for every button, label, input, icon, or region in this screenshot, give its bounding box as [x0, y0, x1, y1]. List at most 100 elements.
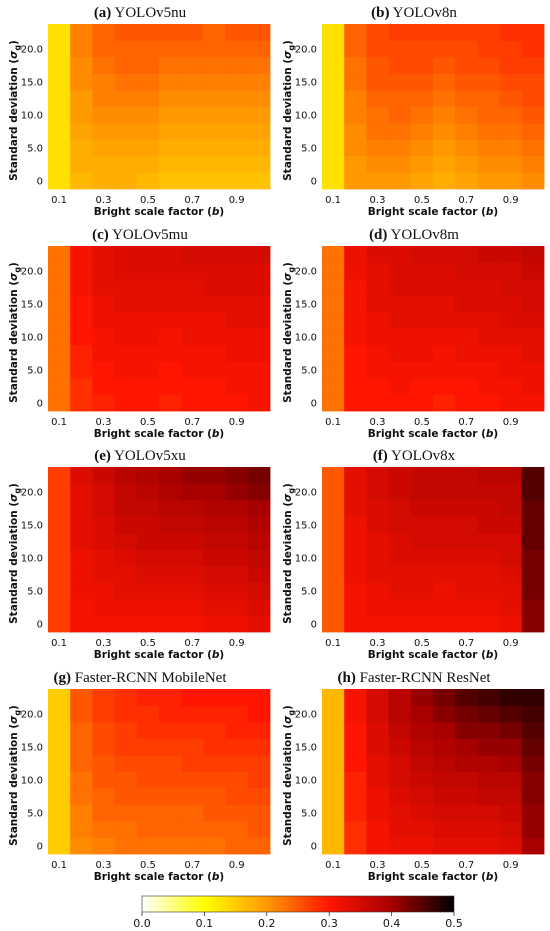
- heatmap-cell: [203, 500, 226, 517]
- heatmap-cell: [388, 771, 412, 789]
- heatmap-cell: [181, 771, 204, 789]
- heatmap-cell: [366, 837, 389, 855]
- x-axis-label-variable: b: [486, 871, 494, 883]
- x-tick-label: 0.3: [370, 195, 386, 206]
- heatmap-cell: [455, 771, 478, 789]
- heatmap-cell: [388, 246, 412, 263]
- panel-title: (a) YOLOv5nu: [94, 5, 187, 21]
- heatmap-cell: [92, 394, 115, 412]
- heatmap-cell: [322, 40, 345, 58]
- heatmap-cell: [366, 394, 389, 412]
- heatmap-cell: [344, 837, 367, 855]
- heatmap-cell: [455, 467, 478, 484]
- y-axis-label-close: ): [282, 705, 294, 710]
- heatmap-cell: [433, 533, 456, 550]
- heatmap-cell: [92, 106, 115, 124]
- x-tick-label: 0.7: [184, 417, 200, 428]
- heatmap-cell: [159, 172, 182, 190]
- heatmap-cell: [225, 312, 249, 329]
- heatmap-cell: [203, 483, 226, 501]
- heatmap-cell: [455, 139, 478, 157]
- heatmap-cell: [159, 689, 182, 706]
- heatmap-cell: [433, 262, 456, 280]
- heatmap-cell: [181, 156, 204, 173]
- heatmap-cell: [203, 172, 226, 190]
- heatmap-cell: [70, 483, 93, 501]
- heatmap-cell: [322, 804, 345, 822]
- heatmap-cell: [410, 755, 434, 772]
- heatmap-cell: [70, 599, 93, 616]
- x-axis-label: Bright scale factor (b): [368, 428, 498, 440]
- panel-letter: (b): [371, 5, 389, 21]
- heatmap-cell: [388, 821, 412, 838]
- heatmap-cell: [70, 328, 93, 346]
- heatmap-cell: [136, 755, 160, 772]
- heatmap-cell: [410, 106, 434, 124]
- heatmap-cell: [433, 738, 456, 756]
- heatmap-cell: [455, 689, 478, 706]
- heatmap-cell: [433, 804, 456, 822]
- heatmap-cell: [477, 755, 500, 772]
- heatmap-cell: [499, 615, 523, 633]
- heatmap-cell: [521, 771, 545, 789]
- y-tick-label: 5.0: [301, 808, 317, 819]
- x-tick-label: 0.1: [325, 860, 341, 871]
- heatmap-cell: [322, 73, 345, 91]
- heatmap-cell: [48, 771, 71, 789]
- heatmap-cell: [344, 549, 367, 567]
- heatmap-cell: [366, 788, 389, 805]
- y-axis-label-text: Standard deviation (: [8, 724, 20, 846]
- heatmap-cell: [70, 467, 93, 484]
- x-axis-label-text: Bright scale factor (: [94, 206, 212, 218]
- heatmap-cell: [225, 483, 249, 501]
- y-axis-label: Standard deviation (σg): [282, 705, 296, 846]
- heatmap-cell: [477, 566, 500, 583]
- heatmap-cell: [322, 467, 345, 484]
- heatmap-cell: [136, 394, 160, 412]
- heatmap-cell: [344, 123, 367, 140]
- heatmap-cell: [247, 483, 271, 501]
- heatmap-cell: [181, 378, 204, 395]
- heatmap-cell: [225, 837, 249, 855]
- heatmap-cell: [181, 328, 204, 346]
- heatmap-cell: [366, 689, 389, 706]
- x-axis-label-variable: b: [486, 428, 494, 440]
- heatmap-cell: [114, 40, 138, 58]
- heatmap-cell: [181, 361, 204, 379]
- heatmap-cell: [48, 394, 71, 412]
- heatmap-cell: [344, 40, 367, 58]
- heatmap-cell: [433, 599, 456, 616]
- heatmap-cell: [499, 24, 523, 41]
- heatmap-cell: [136, 73, 160, 91]
- heatmap-cell: [92, 345, 115, 362]
- heatmap-cell: [322, 599, 345, 616]
- y-tick-label: 10.0: [295, 553, 317, 564]
- heatmap-cell: [366, 771, 389, 789]
- heatmap-cell: [433, 394, 456, 412]
- heatmap-cell: [247, 549, 271, 567]
- heatmap-cell: [344, 345, 367, 362]
- heatmap-cell: [366, 755, 389, 772]
- heatmap-cell: [247, 467, 271, 484]
- heatmap-cell: [344, 582, 367, 600]
- heatmap-cell: [159, 312, 182, 329]
- heatmap-cell: [521, 755, 545, 772]
- heatmap-cell: [433, 156, 456, 173]
- heatmap-cell: [136, 378, 160, 395]
- y-axis-label-subscript: g: [287, 267, 296, 273]
- heatmap-cell: [388, 279, 412, 296]
- heatmap-cell: [48, 156, 71, 173]
- x-tick-label: 0.3: [96, 195, 112, 206]
- x-axis-label-text: Bright scale factor (: [94, 871, 212, 883]
- heatmap-cell: [225, 295, 249, 313]
- heatmap-cell: [159, 246, 182, 263]
- heatmap-cell: [455, 279, 478, 296]
- heatmap-cell: [499, 755, 523, 772]
- heatmap-cell: [433, 279, 456, 296]
- heatmap-cell: [344, 279, 367, 296]
- heatmap-cell: [247, 312, 271, 329]
- x-tick-label: 0.9: [229, 417, 245, 428]
- heatmap-cell: [366, 156, 389, 173]
- heatmap-cell: [48, 582, 71, 600]
- y-axis-label: Standard deviation (σg): [8, 705, 22, 846]
